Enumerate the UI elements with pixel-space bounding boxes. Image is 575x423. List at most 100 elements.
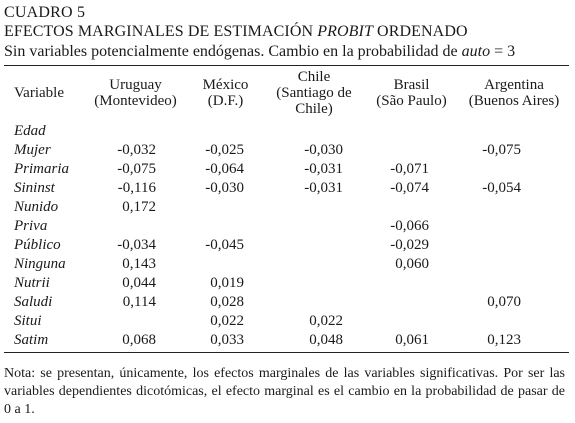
table-subtitle: Sin variables potencialmente endógenas. … [4,42,569,62]
table-cell: 0,060 [395,256,429,272]
header-mexico: México (D.F.) [187,66,264,120]
table-cell: 0,114 [122,294,156,310]
table-cell: -0,116 [117,180,156,196]
header-line: Uruguay [109,77,162,93]
row-variable-label: Ninguna [14,256,66,272]
table-cell [459,198,569,217]
table-cell: -0,031 [304,180,343,196]
header-line: (São Paulo) [376,93,447,109]
table-cell: 0,048 [309,332,343,348]
row-variable-label: Sininst [14,180,55,196]
table-cell: 0,123 [487,332,521,348]
table-cell: -0,030 [304,142,343,158]
row-variable-label: Situi [14,313,42,329]
table-cell: 0,172 [122,199,156,215]
header-line: Chile [297,69,331,85]
table-row: Público -0,034 -0,045 -0,029 [4,236,569,255]
header-line: México [202,77,249,93]
table-title: EFECTOS MARGINALES DE ESTIMACIÓN PROBIT … [4,22,569,42]
title-text-italic: PROBIT [317,23,373,40]
table-cell: -0,064 [205,161,244,177]
title-text-end: ORDENADO [372,23,468,40]
header-line: (Montevideo) [94,93,177,109]
table-cell [187,120,264,141]
header-variable: Variable [14,85,64,101]
table-cell: 0,143 [122,256,156,272]
table-cell [364,293,459,312]
table-cell [187,255,264,274]
table-cell: -0,066 [390,218,429,234]
table-cell [459,255,569,274]
table-cell [364,274,459,293]
table-cell: 0,068 [122,332,156,348]
table-cell [459,274,569,293]
table-number: CUADRO 5 [4,4,86,21]
table-cell: 0,061 [395,332,429,348]
table-cell: 0,019 [210,275,244,291]
header-line: (D.F.) [207,93,244,109]
table-cell: -0,029 [390,237,429,253]
table-row: Priva -0,066 [4,217,569,236]
table-cell [264,274,364,293]
row-variable-label: Edad [14,123,46,139]
table-cell: 0,070 [487,294,521,310]
table-cell [264,236,364,255]
table-cell [364,312,459,331]
header-argentina: Argentina (Buenos Aires) [459,66,569,120]
subtitle-text-end: = 3 [490,43,516,60]
table-row: Nutrii 0,044 0,019 [4,274,569,293]
table-cell: -0,031 [304,161,343,177]
header-uruguay: Uruguay (Montevideo) [84,66,187,120]
table-cell: 0,044 [122,275,156,291]
table-cell [264,198,364,217]
header-chile: Chile (Santiago de Chile) [264,66,364,120]
table-cell [364,141,459,160]
row-variable-label: Público [14,237,61,253]
table-cell [84,217,187,236]
table-row: Saludi 0,114 0,028 0,070 [4,293,569,312]
table-cell [459,120,569,141]
table-row: Edad [4,120,569,141]
table-row: Sininst -0,116 -0,030 -0,031 -0,074 -0,054 [4,179,569,198]
table-cell [459,160,569,179]
header-line: (Buenos Aires) [468,93,560,109]
row-variable-label: Nunido [14,199,59,215]
table-cell [364,120,459,141]
table-cell: -0,075 [482,142,521,158]
header-brasil: Brasil (São Paulo) [364,66,459,120]
table-cell: 0,033 [210,332,244,348]
row-variable-label: Priva [14,218,48,234]
table-footnote: Nota: se presentan, únicamente, los efec… [4,366,565,417]
table-cell [187,198,264,217]
header-line: Chile) [295,101,333,117]
table-cell: -0,071 [390,161,429,177]
table-cell [187,217,264,236]
table-cell: -0,025 [205,142,244,158]
table-body: Edad Mujer -0,032 -0,025 -0,030 -0,075 Primari… [4,120,569,350]
table-cell: -0,075 [117,161,156,177]
subtitle-text-start: Sin variables potencialmente endógenas. … [4,43,462,60]
table-cell: -0,054 [482,180,521,196]
table-row: Primaria -0,075 -0,064 -0,031 -0,071 [4,160,569,179]
table-header: Variable Uruguay (Montevideo) México (D.… [4,66,569,120]
table-top-rule [4,65,569,66]
table-cell [459,236,569,255]
row-variable-label: Primaria [14,161,70,177]
title-text-start: EFECTOS MARGINALES DE ESTIMACIÓN [4,23,318,40]
table-cell [264,120,364,141]
table-row: Nunido 0,172 [4,198,569,217]
marginal-effects-table: Variable Uruguay (Montevideo) México (D.… [4,66,569,350]
table-row: Situi 0,022 0,022 [4,312,569,331]
header-line: Brasil [393,77,430,93]
row-variable-label: Mujer [14,142,51,158]
table-cell [84,312,187,331]
row-variable-label: Nutrii [14,275,50,291]
table-cell [459,217,569,236]
table-cell: 0,028 [210,294,244,310]
table-row: Ninguna 0,143 0,060 [4,255,569,274]
table-cell: -0,074 [390,180,429,196]
table-cell [84,120,187,141]
table-bottom-rule [4,352,569,353]
table-cell [264,255,364,274]
table-cell: -0,032 [117,142,156,158]
